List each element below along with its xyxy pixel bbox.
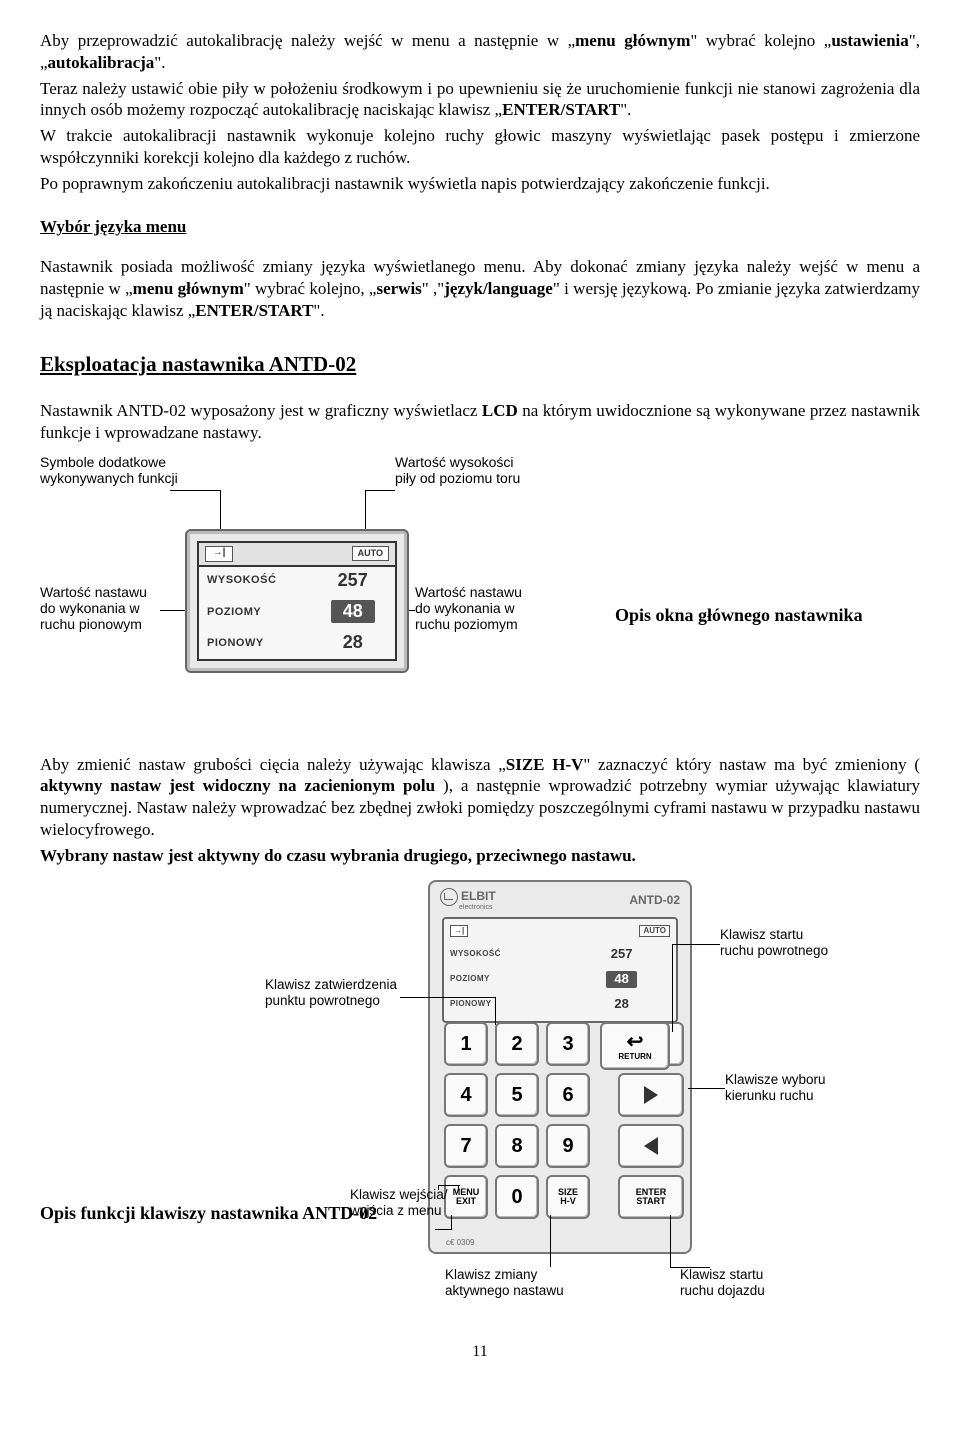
keypad-return[interactable]: ↩ RETURN	[600, 1022, 670, 1070]
para-autocalib-4: Po poprawnym zakończeniu autokalibracji …	[40, 173, 920, 195]
keypad-6[interactable]: 6	[546, 1073, 590, 1117]
callout-size: Klawisz zmianyaktywnego nastawu	[445, 1267, 595, 1298]
keypad-enter-start[interactable]: ENTERSTART	[618, 1175, 684, 1219]
callout-height: Wartość wysokościpiły od poziomu toru	[395, 454, 565, 486]
para-thickness: Aby zmienić nastaw grubości cięcia należ…	[40, 754, 920, 841]
lcd-row1-label: WYSOKOŚĆ	[199, 573, 310, 587]
section-title-exploitation: Eksploatacja nastawnika ANTD-02	[40, 351, 920, 378]
keypad-right[interactable]	[618, 1073, 684, 1117]
lcd-screen: →| AUTO WYSOKOŚĆ257 POZIOMY48 PIONOWY28	[185, 529, 409, 673]
lcd-row1-value: 257	[310, 569, 395, 592]
keypad-3[interactable]: 3	[546, 1022, 590, 1066]
callout-vertical: Wartość nastawudo wykonania wruchu piono…	[40, 584, 180, 632]
callout-confirm-return: Klawisz zatwierdzeniapunktu powrotnego	[265, 977, 425, 1008]
callout-return-start: Klawisz starturuchu powrotnego	[720, 927, 870, 958]
lcd-row2-label: POZIOMY	[199, 605, 310, 619]
para-autocalib-3: W trakcie autokalibracji nastawnik wykon…	[40, 125, 920, 169]
lcd-diagram: Symbole dodatkowewykonywanych funkcji Wa…	[40, 454, 920, 754]
lcd-auto-badge: AUTO	[352, 546, 389, 562]
keypad-model: ANTD-02	[629, 893, 680, 908]
kp-screen-arrow-icon: →|	[450, 925, 468, 937]
callout-horizontal: Wartość nastawudo wykonania wruchu pozio…	[415, 584, 575, 632]
lcd-row3-value: 28	[310, 631, 395, 654]
callout-direction: Klawisze wyborukierunku ruchu	[725, 1072, 875, 1103]
kp-screen-auto-badge: AUTO	[639, 925, 670, 937]
para-autocalib-2: Teraz należy ustawić obie piły w położen…	[40, 78, 920, 122]
para-exploitation: Nastawnik ANTD-02 wyposażony jest w graf…	[40, 400, 920, 444]
callout-enter-start: Klawisz starturuchu dojazdu	[680, 1267, 830, 1298]
keypad-brand: ELBITelectronics	[440, 888, 496, 913]
callout-symbols: Symbole dodatkowewykonywanych funkcji	[40, 454, 210, 486]
triangle-left-icon	[644, 1137, 658, 1155]
keypad-8[interactable]: 8	[495, 1124, 539, 1168]
triangle-right-icon	[644, 1086, 658, 1104]
keypad-4[interactable]: 4	[444, 1073, 488, 1117]
keypad-ce-mark: c€ 0309	[430, 1238, 690, 1248]
para-autocalib-1: Aby przeprowadzić autokalibrację należy …	[40, 30, 920, 74]
keypad-size-hv[interactable]: SIZEH-V	[546, 1175, 590, 1219]
para-thickness-bold: Wybrany nastaw jest aktywny do czasu wyb…	[40, 845, 920, 867]
section-title-language: Wybór języka menu	[40, 216, 920, 238]
lcd-row2-value: 48	[310, 600, 395, 623]
keypad-screen: →| AUTO WYSOKOŚĆ257 POZIOMY48 PIONOWY28	[442, 917, 678, 1023]
para-language: Nastawnik posiada możliwość zmiany język…	[40, 256, 920, 321]
lcd-arrow-icon: →|	[205, 546, 233, 562]
keypad-diagram: ELBITelectronics ANTD-02 →| AUTO WYSOKOŚ…	[40, 872, 920, 1312]
keypad-9[interactable]: 9	[546, 1124, 590, 1168]
keypad-1[interactable]: 1	[444, 1022, 488, 1066]
keypad-0[interactable]: 0	[495, 1175, 539, 1219]
return-arrow-icon: ↩	[627, 1032, 644, 1053]
lcd-row3-label: PIONOWY	[199, 636, 310, 650]
keypad-2[interactable]: 2	[495, 1022, 539, 1066]
keypad-5[interactable]: 5	[495, 1073, 539, 1117]
keypad-desc-title: Opis funkcji klawiszy nastawnika ANTD-02	[40, 1202, 377, 1225]
page-number: 11	[40, 1342, 920, 1362]
keypad-7[interactable]: 7	[444, 1124, 488, 1168]
main-window-desc-title: Opis okna głównego nastawnika	[615, 604, 863, 627]
keypad-left[interactable]	[618, 1124, 684, 1168]
